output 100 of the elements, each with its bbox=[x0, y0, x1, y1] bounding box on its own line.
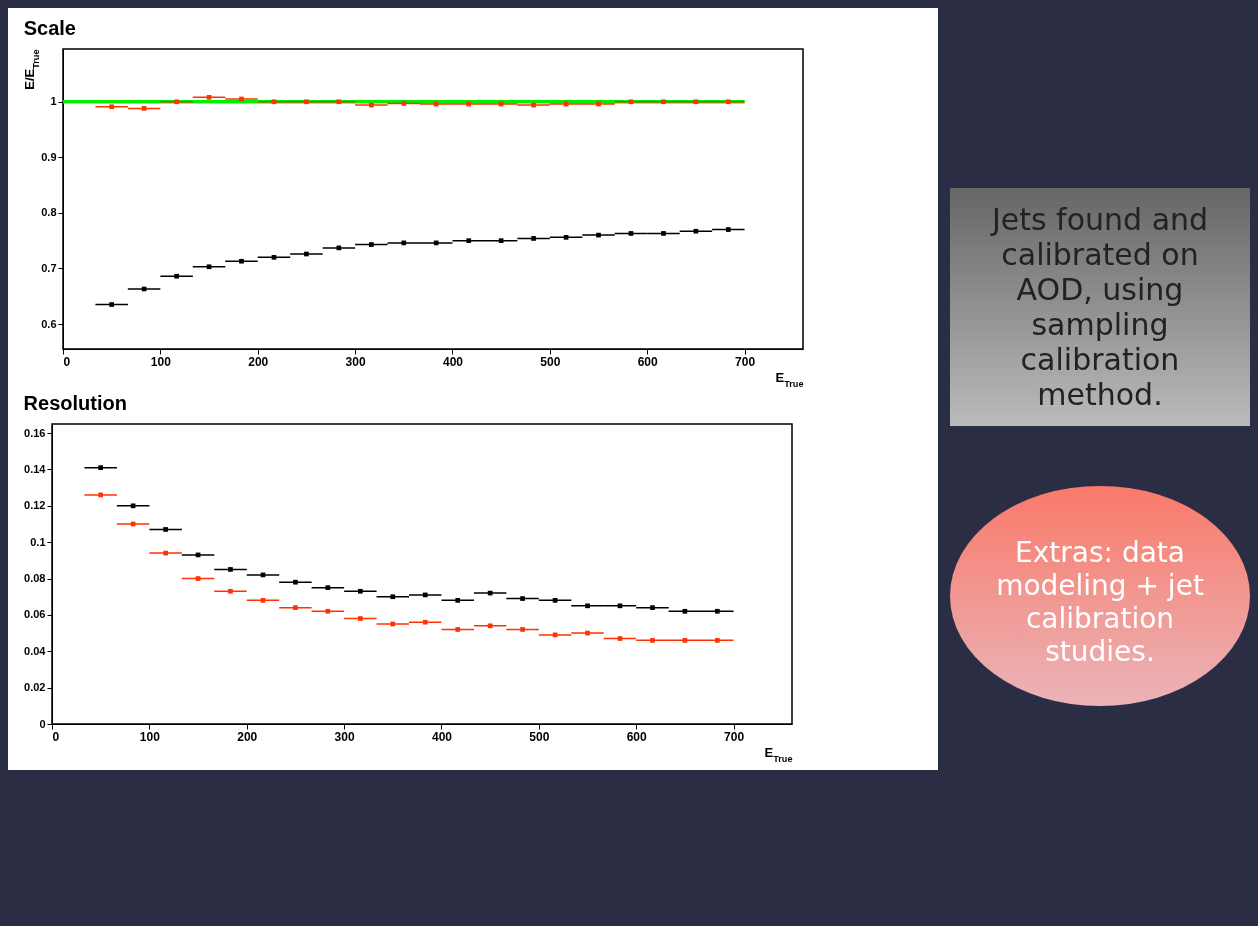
point bbox=[206, 94, 212, 100]
point bbox=[239, 258, 244, 264]
point bbox=[498, 238, 504, 244]
point bbox=[498, 101, 504, 107]
point bbox=[369, 242, 374, 247]
x-tick-label: 300 bbox=[345, 354, 366, 369]
text: Extras: data modeling + jet calibration studies. bbox=[995, 536, 1205, 668]
y-tick-label: 1 bbox=[50, 95, 57, 108]
x-tick-label: 100 bbox=[150, 354, 172, 369]
x-tick-label: 200 bbox=[237, 729, 258, 744]
y-tick-label: 0.16 bbox=[24, 426, 46, 439]
y-tick-label: 0.12 bbox=[24, 499, 46, 512]
text: Jets found and calibrated on AOD, using sampling calibration method. bbox=[950, 188, 1250, 426]
point bbox=[422, 619, 428, 625]
x-axis-title: E$_{True}$ bbox=[775, 369, 804, 389]
point bbox=[325, 608, 331, 614]
point bbox=[195, 576, 201, 581]
point bbox=[304, 99, 309, 105]
y-tick-label: 0.08 bbox=[24, 572, 46, 585]
point bbox=[725, 99, 731, 105]
point bbox=[174, 273, 179, 279]
x-tick-label: 700 bbox=[724, 729, 745, 744]
point bbox=[487, 590, 493, 596]
point bbox=[336, 245, 342, 251]
point bbox=[401, 101, 407, 106]
point bbox=[271, 254, 277, 260]
x-tick-label: 400 bbox=[431, 729, 453, 744]
point bbox=[422, 592, 428, 598]
point bbox=[98, 465, 104, 470]
y-tick-label: 0 bbox=[39, 717, 46, 730]
x-tick-label: 600 bbox=[637, 354, 659, 369]
point bbox=[206, 264, 212, 270]
point bbox=[596, 232, 601, 238]
y-tick-label: 0.9 bbox=[41, 150, 57, 163]
x-tick-label: 400 bbox=[442, 354, 464, 369]
x-tick-label: 200 bbox=[248, 354, 269, 369]
point bbox=[628, 231, 634, 236]
point bbox=[585, 603, 590, 609]
point bbox=[163, 527, 168, 532]
point bbox=[109, 104, 115, 110]
point bbox=[260, 598, 266, 603]
point bbox=[714, 608, 720, 614]
point bbox=[617, 603, 623, 609]
x-tick-label: 300 bbox=[334, 729, 355, 744]
point bbox=[628, 99, 634, 105]
y-tick-label: 0.02 bbox=[24, 681, 46, 694]
point bbox=[109, 302, 115, 307]
point bbox=[531, 236, 536, 241]
point bbox=[336, 99, 342, 105]
point bbox=[563, 234, 569, 240]
point bbox=[433, 240, 439, 246]
point bbox=[682, 608, 688, 614]
y-tick-label: 0.7 bbox=[41, 261, 57, 274]
point bbox=[520, 596, 525, 601]
x-tick-label: 700 bbox=[735, 354, 756, 369]
point bbox=[390, 621, 396, 627]
x-axis-title: E$_{True}$ bbox=[764, 744, 793, 764]
point bbox=[661, 99, 666, 105]
chart-title: Resolution bbox=[23, 392, 127, 414]
point bbox=[585, 630, 590, 636]
point bbox=[520, 627, 525, 632]
point bbox=[304, 251, 309, 257]
point bbox=[552, 598, 558, 603]
point bbox=[466, 101, 472, 107]
point bbox=[725, 227, 731, 232]
point bbox=[163, 550, 168, 556]
point bbox=[141, 106, 147, 111]
point bbox=[650, 638, 655, 643]
point bbox=[293, 605, 298, 610]
point bbox=[433, 101, 439, 107]
point bbox=[617, 636, 623, 641]
point bbox=[369, 102, 374, 108]
y-tick-label: 0.1 bbox=[30, 535, 46, 548]
y-tick-label: 0.14 bbox=[24, 462, 47, 475]
y-tick-label: 0.6 bbox=[41, 317, 57, 330]
point bbox=[682, 638, 688, 643]
point bbox=[358, 616, 363, 621]
point bbox=[358, 588, 363, 594]
point bbox=[271, 99, 277, 105]
point bbox=[130, 503, 136, 509]
point bbox=[714, 638, 720, 643]
point bbox=[98, 492, 104, 498]
point bbox=[650, 605, 655, 610]
point bbox=[228, 567, 233, 572]
point bbox=[390, 594, 396, 600]
y-tick-label: 0.8 bbox=[41, 206, 57, 219]
point bbox=[661, 231, 666, 236]
point bbox=[596, 101, 601, 107]
y-tick-label: 0.06 bbox=[24, 608, 46, 621]
point bbox=[174, 99, 179, 105]
point bbox=[466, 238, 472, 244]
chart-title: Scale bbox=[23, 17, 76, 39]
point bbox=[228, 588, 233, 594]
point bbox=[325, 585, 331, 590]
point bbox=[693, 99, 699, 105]
y-tick-label: 0.04 bbox=[24, 644, 47, 657]
x-tick-label: 600 bbox=[626, 729, 648, 744]
point bbox=[455, 598, 461, 603]
point bbox=[531, 102, 536, 108]
x-tick-label: 500 bbox=[540, 354, 561, 369]
